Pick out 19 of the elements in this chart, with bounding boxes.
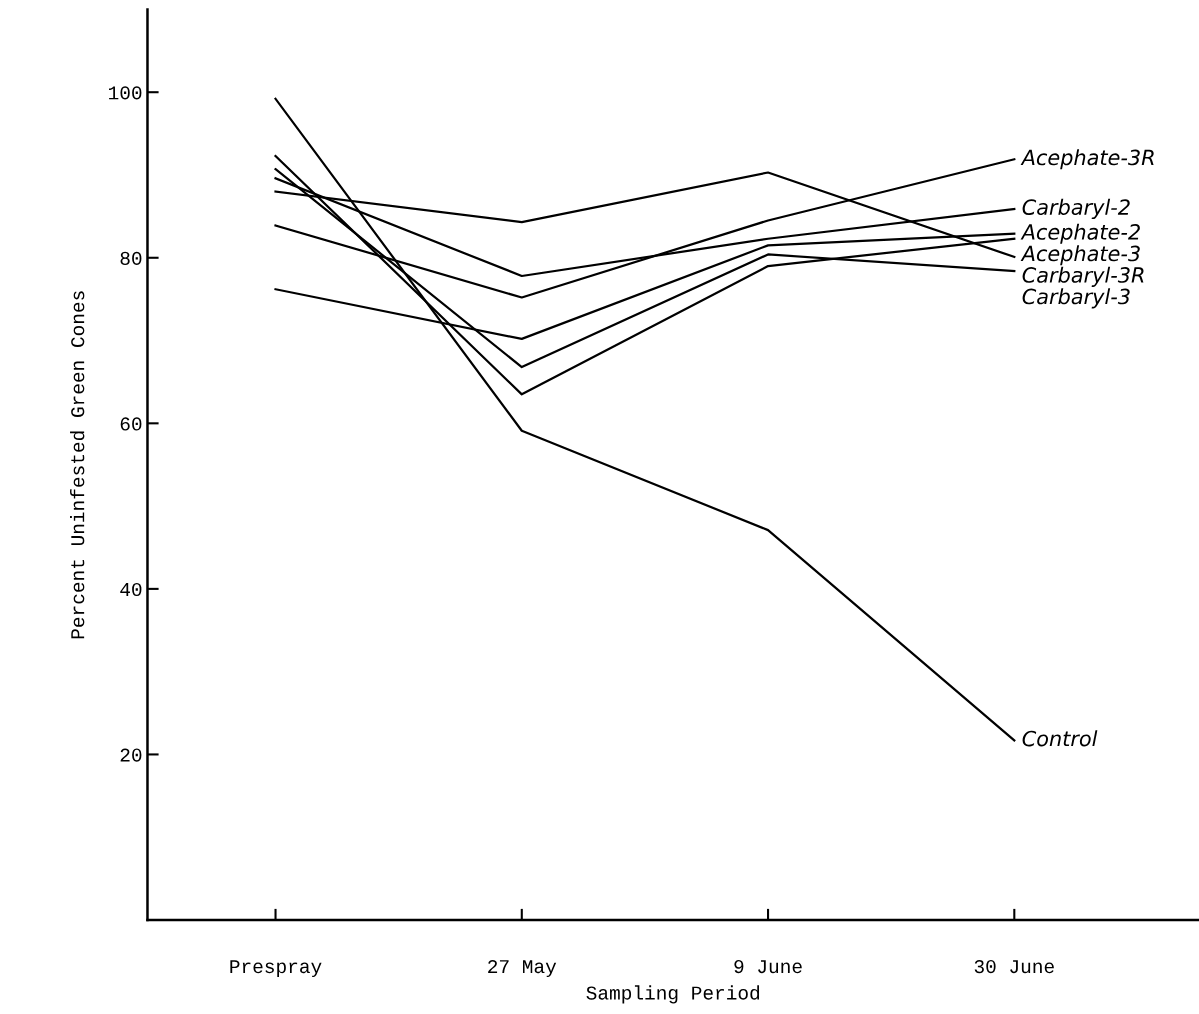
y-tick-label: 80 — [120, 251, 142, 266]
x-tick-label: 27 May — [488, 959, 557, 978]
series-label: Acephate-3R — [1020, 149, 1154, 170]
series-label: Control — [1022, 730, 1098, 747]
series-label: Carbaryl-2 — [1022, 198, 1130, 220]
x-tick-label: 30 June — [974, 959, 1054, 974]
series-label: Acephate-2 — [1020, 223, 1140, 244]
series-label: Acephate-3 — [1020, 245, 1140, 266]
y-tick-label: 20 — [120, 748, 142, 762]
series-label: Carbaryl-3R — [1022, 266, 1144, 287]
x-tick-label: 9 June — [734, 959, 802, 974]
y-axis-title: Percent Uninfested Green Cones — [70, 291, 85, 639]
y-tick-label: 40 — [120, 582, 142, 597]
x-tick-label: Prespray — [230, 960, 322, 978]
line-series — [274, 97, 1016, 742]
y-tick-label: 60 — [120, 417, 142, 431]
y-tick-label: 100 — [109, 86, 142, 100]
x-axis-title: Sampling Period — [586, 985, 760, 1004]
series-label: Carbaryl-3 — [1022, 288, 1130, 309]
